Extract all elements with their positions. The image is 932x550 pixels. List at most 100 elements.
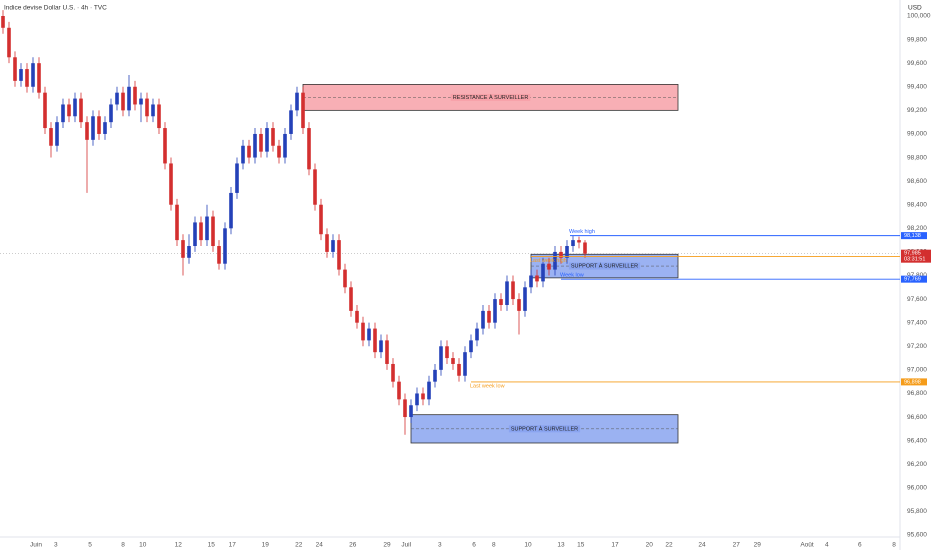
candle-body	[145, 98, 149, 117]
price-tag-label: 98,138	[904, 233, 921, 239]
candle-body	[463, 352, 467, 376]
candle-body	[433, 369, 437, 382]
candle-body	[187, 246, 191, 258]
x-tick-label: 8	[121, 542, 125, 549]
candle-body	[25, 69, 29, 87]
y-tick-label: 99,800	[907, 36, 927, 43]
candle-body	[163, 128, 167, 164]
y-tick-label: 100,000	[907, 13, 931, 20]
y-tick-label: 96,400	[907, 437, 927, 444]
x-tick-label: 8	[892, 542, 896, 549]
currency: USD	[908, 5, 922, 12]
candle-body	[73, 98, 77, 117]
y-tick-label: 99,600	[907, 60, 927, 67]
candle-body	[127, 86, 131, 111]
candle-body	[289, 110, 293, 134]
candle-body	[247, 145, 251, 158]
price-tag-label: 96,898	[904, 379, 921, 385]
candle-body	[241, 145, 245, 164]
chart-title: Indice devise Dollar U.S. · 4h · TVC	[4, 5, 107, 12]
candle-body	[91, 116, 95, 140]
x-tick-label: 22	[665, 542, 673, 549]
candle-body	[169, 163, 173, 205]
candle-body	[559, 251, 563, 258]
candle-body	[493, 299, 497, 323]
candle-body	[469, 340, 473, 353]
candle-body	[475, 328, 479, 341]
x-tick-label: 10	[139, 542, 147, 549]
y-tick-label: 95,800	[907, 508, 927, 515]
candle-body	[7, 27, 11, 58]
candle-body	[109, 104, 113, 123]
candle-body	[37, 63, 41, 93]
x-tick-label: 17	[611, 542, 619, 549]
candle-body	[301, 92, 305, 129]
candle-body	[205, 216, 209, 241]
x-tick-label: 20	[646, 542, 654, 549]
candle-body	[211, 216, 215, 247]
candle-body	[193, 222, 197, 247]
candle-body	[583, 242, 587, 254]
candle-body	[313, 169, 317, 205]
candle-body	[571, 240, 575, 247]
candle-body	[307, 128, 311, 170]
candle-body	[445, 346, 449, 359]
candle-body	[31, 63, 35, 87]
x-tick-label: 12	[175, 542, 183, 549]
candle-body	[265, 128, 269, 152]
candle-body	[547, 263, 551, 270]
candle-body	[439, 346, 443, 370]
candle-body	[157, 104, 161, 129]
candle-body	[505, 281, 509, 305]
level-label: Last week low	[470, 383, 505, 389]
zone-label: SUPPORT À SURVEILLER	[511, 425, 578, 432]
x-tick-label: 24	[698, 542, 706, 549]
candle-body	[283, 133, 287, 158]
y-tick-label: 98,800	[907, 154, 927, 161]
level-label: Week low	[560, 273, 584, 279]
y-tick-label: 99,200	[907, 107, 927, 114]
candle-body	[199, 222, 203, 241]
price-tag	[901, 275, 927, 283]
candle-body	[331, 240, 335, 252]
x-tick-label: 29	[383, 542, 391, 549]
y-tick-label: 96,600	[907, 414, 927, 421]
candle-body	[487, 310, 491, 323]
y-tick-label: 97,000	[907, 367, 927, 374]
candle-body	[529, 275, 533, 288]
candle-body	[1, 16, 5, 28]
candle-body	[379, 340, 383, 353]
candle-body	[397, 381, 401, 400]
candle-body	[121, 92, 125, 111]
x-tick-label: 6	[858, 542, 862, 549]
y-tick-label: 97,600	[907, 296, 927, 303]
candle-body	[373, 328, 377, 353]
y-tick-label: 99,400	[907, 83, 927, 90]
candle-body	[61, 104, 65, 123]
candle-body	[277, 145, 281, 158]
price-tag	[901, 378, 927, 386]
candle-body	[19, 69, 23, 81]
candle-body	[361, 322, 365, 341]
candle-body	[535, 275, 539, 282]
candle-body	[55, 122, 59, 146]
last-price-label: 97,985	[904, 251, 921, 257]
x-tick-label: 3	[54, 542, 58, 549]
last-price-tag	[901, 249, 931, 263]
candle-body	[85, 122, 89, 140]
candle-body	[481, 310, 485, 329]
candle-body	[427, 381, 431, 400]
x-tick-label: 29	[754, 542, 762, 549]
candle-body	[133, 86, 137, 105]
candle-body	[67, 104, 71, 117]
zone-label-bg	[508, 425, 581, 433]
x-tick-label: Août	[800, 542, 814, 549]
x-tick-label: 4	[825, 542, 829, 549]
y-tick-label: 96,000	[907, 485, 927, 492]
candle-body	[139, 98, 143, 105]
candle-body	[565, 246, 569, 258]
candle-body	[181, 240, 185, 258]
candle-body	[43, 92, 47, 129]
